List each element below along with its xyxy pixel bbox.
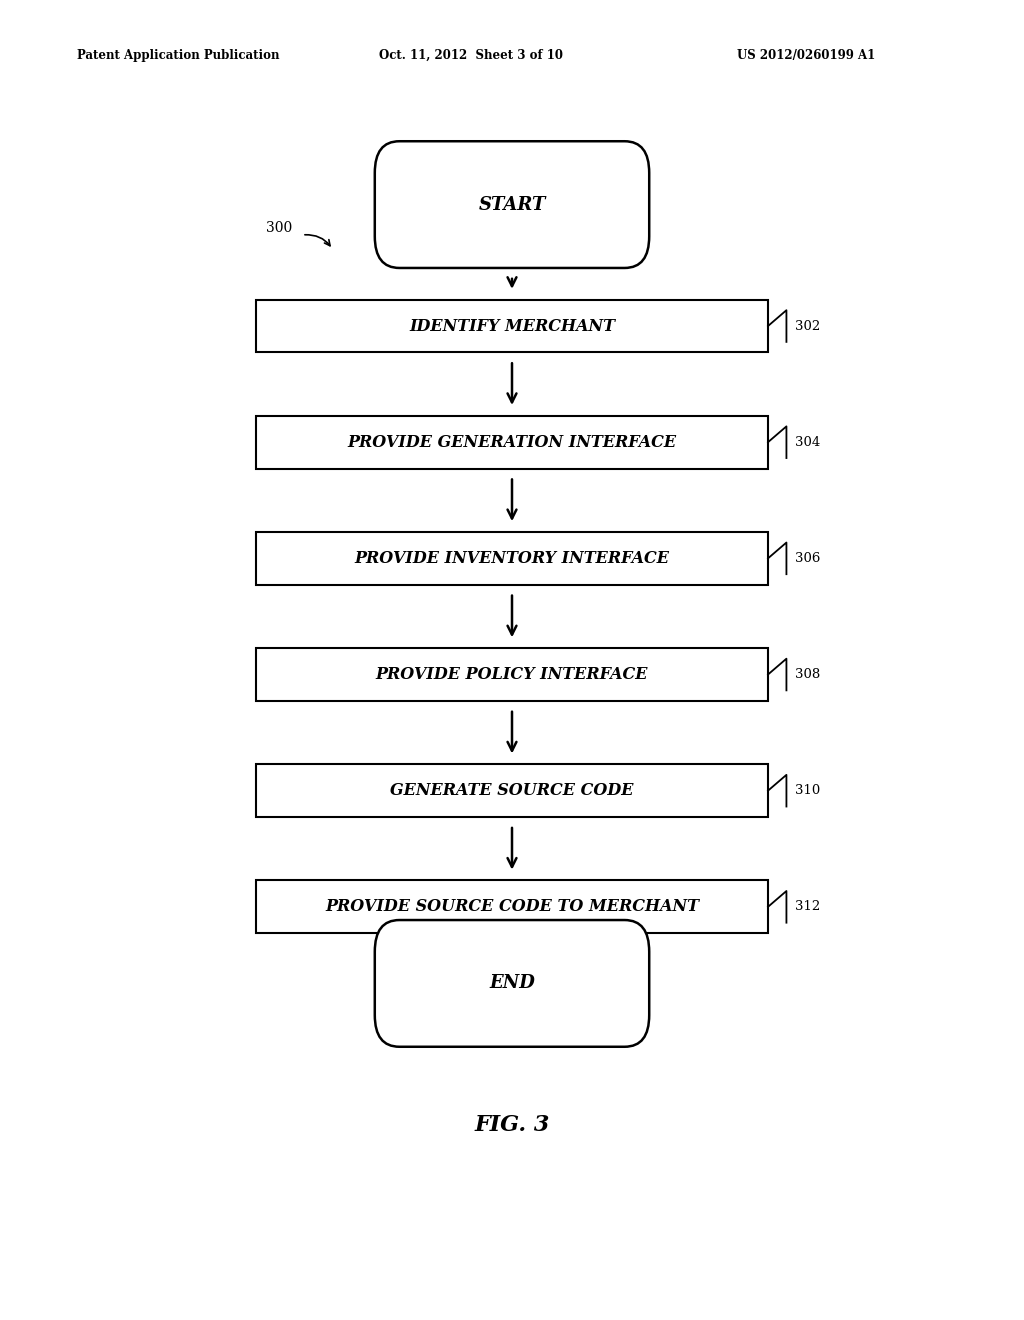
Text: 308: 308 bbox=[795, 668, 820, 681]
FancyBboxPatch shape bbox=[375, 141, 649, 268]
Text: 300: 300 bbox=[265, 222, 292, 235]
Text: 306: 306 bbox=[795, 552, 820, 565]
Text: 312: 312 bbox=[795, 900, 820, 913]
FancyBboxPatch shape bbox=[256, 880, 768, 933]
FancyBboxPatch shape bbox=[256, 416, 768, 469]
FancyBboxPatch shape bbox=[375, 920, 649, 1047]
Text: FIG. 3: FIG. 3 bbox=[474, 1114, 550, 1135]
FancyBboxPatch shape bbox=[256, 648, 768, 701]
Text: PROVIDE INVENTORY INTERFACE: PROVIDE INVENTORY INTERFACE bbox=[354, 550, 670, 566]
Text: START: START bbox=[478, 195, 546, 214]
Text: PROVIDE GENERATION INTERFACE: PROVIDE GENERATION INTERFACE bbox=[347, 434, 677, 450]
Text: 310: 310 bbox=[795, 784, 820, 797]
Text: 302: 302 bbox=[795, 319, 820, 333]
Text: IDENTIFY MERCHANT: IDENTIFY MERCHANT bbox=[409, 318, 615, 334]
Text: PROVIDE POLICY INTERFACE: PROVIDE POLICY INTERFACE bbox=[376, 667, 648, 682]
FancyBboxPatch shape bbox=[256, 532, 768, 585]
Text: US 2012/0260199 A1: US 2012/0260199 A1 bbox=[737, 49, 876, 62]
FancyBboxPatch shape bbox=[256, 764, 768, 817]
Text: 304: 304 bbox=[795, 436, 820, 449]
Text: GENERATE SOURCE CODE: GENERATE SOURCE CODE bbox=[390, 783, 634, 799]
FancyBboxPatch shape bbox=[256, 300, 768, 352]
Text: END: END bbox=[489, 974, 535, 993]
Text: PROVIDE SOURCE CODE TO MERCHANT: PROVIDE SOURCE CODE TO MERCHANT bbox=[325, 899, 699, 915]
Text: Oct. 11, 2012  Sheet 3 of 10: Oct. 11, 2012 Sheet 3 of 10 bbox=[379, 49, 563, 62]
Text: Patent Application Publication: Patent Application Publication bbox=[77, 49, 280, 62]
